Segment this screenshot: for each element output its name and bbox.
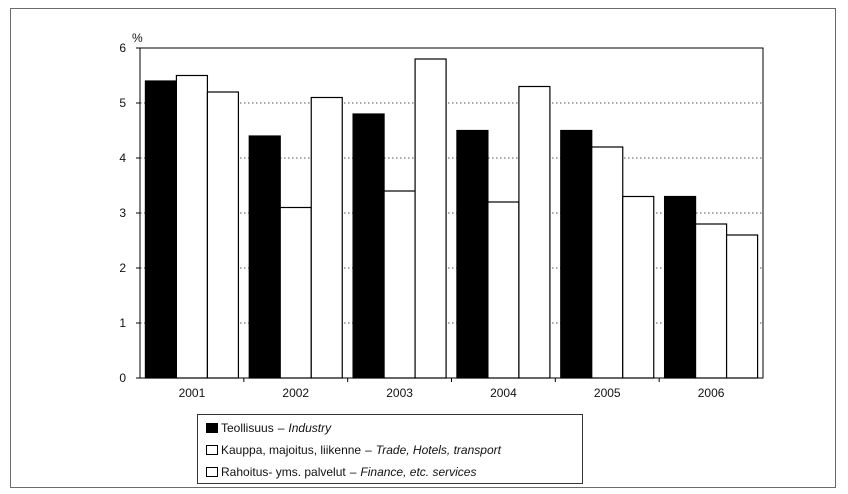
legend-dash: – [349,465,357,479]
bar [310,96,343,379]
legend-label-en: Industry [288,421,332,435]
x-tick-label: 2003 [386,386,413,400]
bar [352,113,385,379]
bar [175,74,209,379]
legend: Teollisuus – Industry Kauppa, majoitus, … [197,414,583,484]
bar [456,129,489,379]
legend-swatch-industry [206,423,218,433]
y-tick-label: 2 [119,261,126,275]
bar [248,135,281,379]
x-tick-labels: 2001 2002 2003 2004 2005 2006 [179,386,725,400]
y-tick-label: 4 [119,151,126,165]
bar [144,80,178,379]
y-tick-label: 1 [119,316,126,330]
x-tick-label: 2001 [179,386,206,400]
x-tick-label: 2006 [698,386,725,400]
x-tick-label: 2002 [282,386,309,400]
legend-label-fi: Kauppa, majoitus, liikenne [221,443,362,457]
y-tick-label: 0 [119,371,126,385]
legend-label-fi: Rahoitus- yms. palvelut [221,465,346,479]
legend-swatch-finance [206,467,218,477]
bars [144,58,759,379]
y-axis-label: % [132,31,143,45]
legend-swatch-trade [206,445,218,455]
bar [622,195,655,379]
legend-label-en: Trade, Hotels, transport [375,443,501,457]
bar [694,223,728,379]
legend-label-fi: Teollisuus [221,421,274,435]
legend-item-trade: Kauppa, majoitus, liikenne – Trade, Hote… [206,439,582,461]
x-tick-label: 2004 [490,386,517,400]
bar [560,129,593,379]
bar [591,146,624,379]
y-tick-label: 3 [119,206,126,220]
y-tick-label: 5 [119,96,126,110]
y-tick-label: 6 [119,41,126,55]
legend-label-en: Finance, etc. services [360,465,477,479]
bar [725,234,759,379]
legend-item-industry: Teollisuus – Industry [206,417,582,439]
chart-frame [10,8,836,488]
bar [487,201,520,379]
legend-item-finance: Rahoitus- yms. palvelut – Finance, etc. … [206,461,582,483]
bar [663,195,697,379]
bar [383,190,416,379]
x-tick-label: 2005 [594,386,621,400]
bar [206,91,240,379]
legend-dash: – [365,443,372,457]
bar [518,85,551,379]
axes [136,47,764,382]
bar [414,58,447,379]
bar [279,206,312,379]
legend-dash: – [277,421,285,435]
y-tick-labels: 0 1 2 3 4 5 6 [119,41,126,385]
